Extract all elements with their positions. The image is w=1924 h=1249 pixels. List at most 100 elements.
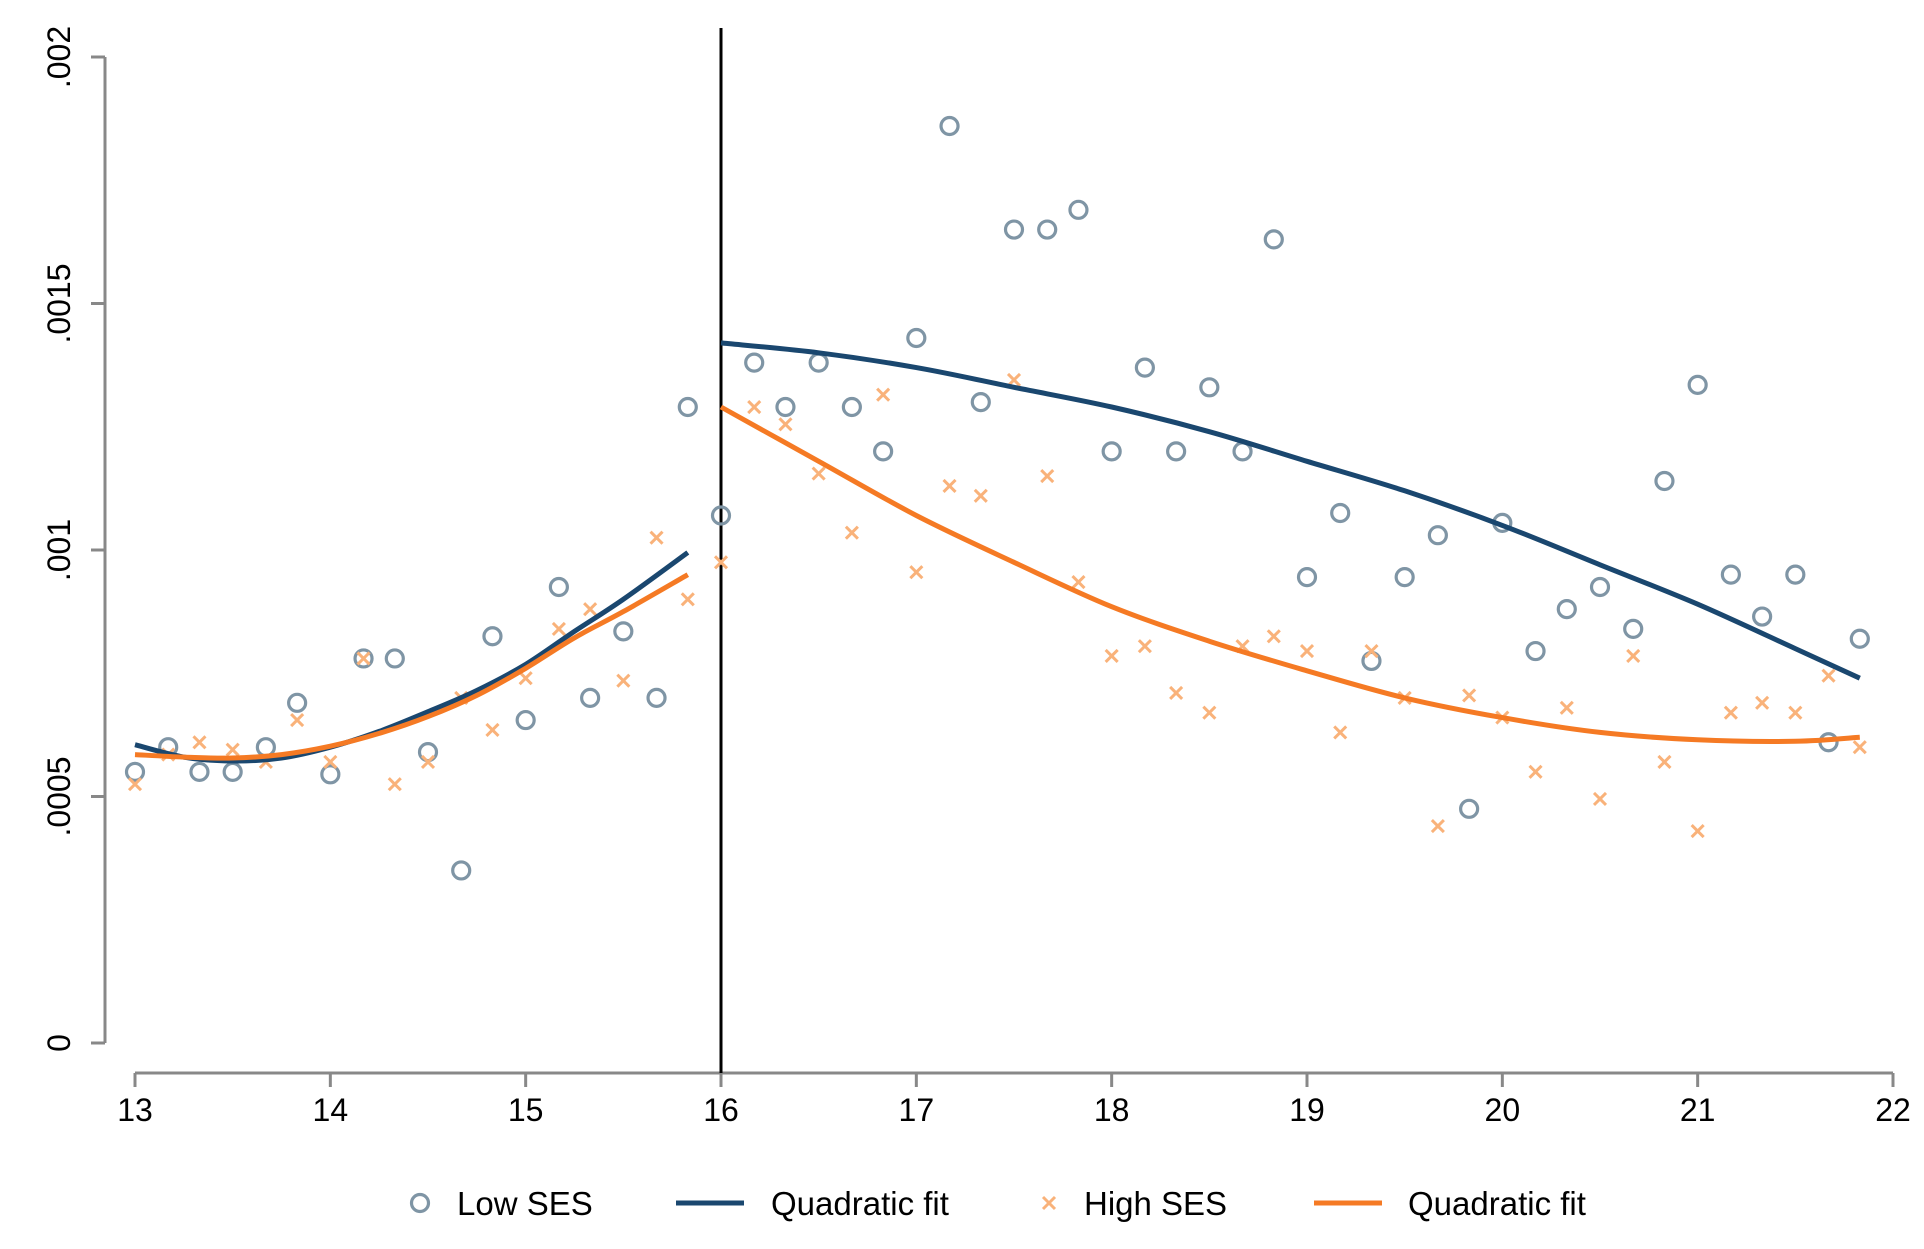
high-ses-point [1657, 754, 1672, 770]
low-ses-point [646, 687, 667, 709]
high-ses-point-stroke-b [778, 417, 793, 432]
high-ses-point-stroke-b [1169, 685, 1184, 701]
high-ses-point-stroke-b [518, 671, 533, 686]
low-ses-point [808, 352, 829, 373]
low-ses-point [287, 692, 308, 713]
high-ses-point-stroke-b [1006, 372, 1022, 387]
high-ses-point [192, 735, 207, 750]
high-ses-point-stroke-b [1852, 740, 1867, 755]
legend-high-ses: High SES [1041, 1185, 1227, 1222]
x-tick-label: 16 [703, 1092, 739, 1128]
high-ses-point-stroke-b [616, 673, 631, 688]
high-ses-point [1071, 574, 1086, 590]
high-ses-point [1528, 764, 1543, 779]
low-ses-point [1720, 564, 1741, 585]
high-ses-point [225, 742, 240, 757]
high-ses-point [387, 777, 402, 792]
low-ses-point [1459, 798, 1480, 819]
legend-high-ses-label: High SES [1084, 1185, 1227, 1222]
high-ses-point [1852, 740, 1867, 755]
low-ses-point [873, 441, 894, 462]
high-ses-point-stroke-b [1299, 644, 1315, 659]
low-ses-point [1394, 567, 1415, 588]
high-ses-point [1266, 629, 1281, 644]
fits-layer [134, 340, 1861, 764]
low-ses-point [1623, 618, 1644, 639]
low-ses-point [222, 761, 243, 782]
high-ses-point-stroke-b [192, 735, 207, 750]
high-ses-point-stroke-b [1462, 688, 1477, 703]
high-ses-point [1104, 648, 1119, 664]
high-ses-fit-line [719, 404, 1860, 744]
high-ses-point-stroke-b [1592, 791, 1608, 807]
high-ses-point [323, 754, 338, 770]
high-ses-point-stroke-b [909, 565, 924, 580]
low-ses-point [1687, 374, 1708, 395]
low-ses-fit-line [134, 550, 690, 764]
high-ses-point [876, 387, 891, 402]
low-ses-point [939, 115, 960, 137]
low-ses-fit-line [720, 340, 1861, 681]
high-ses-point [551, 621, 566, 636]
low-ses-point [1037, 219, 1058, 240]
low-ses-point [124, 761, 146, 782]
low-ses-point [1166, 441, 1187, 462]
high-ses-point-stroke-b [1333, 725, 1348, 740]
legend-high-ses-fit: Quadratic fit [1314, 1185, 1586, 1222]
legend-low-ses: Low SES [409, 1185, 593, 1222]
high-ses-point [1299, 644, 1315, 659]
low-ses-point [548, 576, 569, 598]
high-ses-point [1821, 668, 1836, 683]
low-ses-point [384, 648, 405, 669]
x-tick-label: 15 [508, 1092, 544, 1128]
low-ses-point [320, 764, 341, 785]
low-ses-point [775, 396, 796, 418]
x-tick-label: 13 [117, 1092, 153, 1128]
high-ses-point-stroke-b [420, 754, 436, 770]
x-tick-label: 22 [1875, 1092, 1911, 1128]
x-tick-label: 20 [1485, 1092, 1521, 1128]
x-tick-label: 17 [899, 1092, 935, 1128]
high-ses-point [1690, 823, 1705, 839]
low-ses-point [482, 626, 503, 647]
y-tick-label: .0005 [41, 756, 77, 836]
high-ses-point-stroke-b [127, 777, 143, 792]
low-ses-point [1101, 441, 1122, 462]
high-ses-point-stroke-b [1755, 695, 1770, 710]
high-ses-point [1202, 705, 1217, 720]
high-ses-point-stroke-b [225, 742, 240, 757]
high-ses-point-stroke-b [1821, 668, 1836, 683]
high-ses-point [1169, 685, 1184, 701]
high-ses-point-stroke-b [811, 466, 826, 481]
high-ses-point [778, 417, 793, 432]
high-ses-point-stroke-b [973, 488, 988, 503]
legend-high-ses-symbol-stroke-b [1041, 1195, 1057, 1211]
high-ses-point [1333, 725, 1348, 740]
high-ses-point [1137, 639, 1152, 654]
high-ses-point [909, 565, 924, 580]
high-ses-point-stroke-b [1626, 648, 1641, 664]
high-ses-point-stroke-b [1430, 819, 1445, 834]
high-ses-point-stroke-b [942, 478, 957, 493]
high-ses-point-stroke-b [876, 387, 891, 402]
high-ses-point-stroke-b [1788, 705, 1803, 720]
low-ses-point [906, 327, 927, 349]
high-ses-point [1364, 644, 1379, 659]
low-ses-point [451, 860, 472, 881]
high-ses-point [1592, 791, 1608, 807]
high-ses-point [1040, 468, 1055, 484]
high-ses-point [616, 673, 631, 688]
high-ses-point-stroke-b [387, 777, 402, 792]
high-ses-point [290, 713, 305, 728]
legend: Low SES Quadratic fit High SES Quadratic fi… [409, 1185, 1586, 1222]
low-ses-point [613, 621, 634, 642]
legend-low-ses-symbol [409, 1192, 431, 1214]
low-ses-point [1427, 525, 1448, 546]
high-ses-point-stroke-b [551, 621, 566, 636]
low-ses-point [1752, 606, 1773, 627]
y-tick-label: 0 [41, 1034, 77, 1052]
legend-high-ses-symbol [1041, 1195, 1057, 1211]
low-ses-point [841, 396, 862, 418]
high-ses-point-stroke-b [583, 602, 598, 617]
